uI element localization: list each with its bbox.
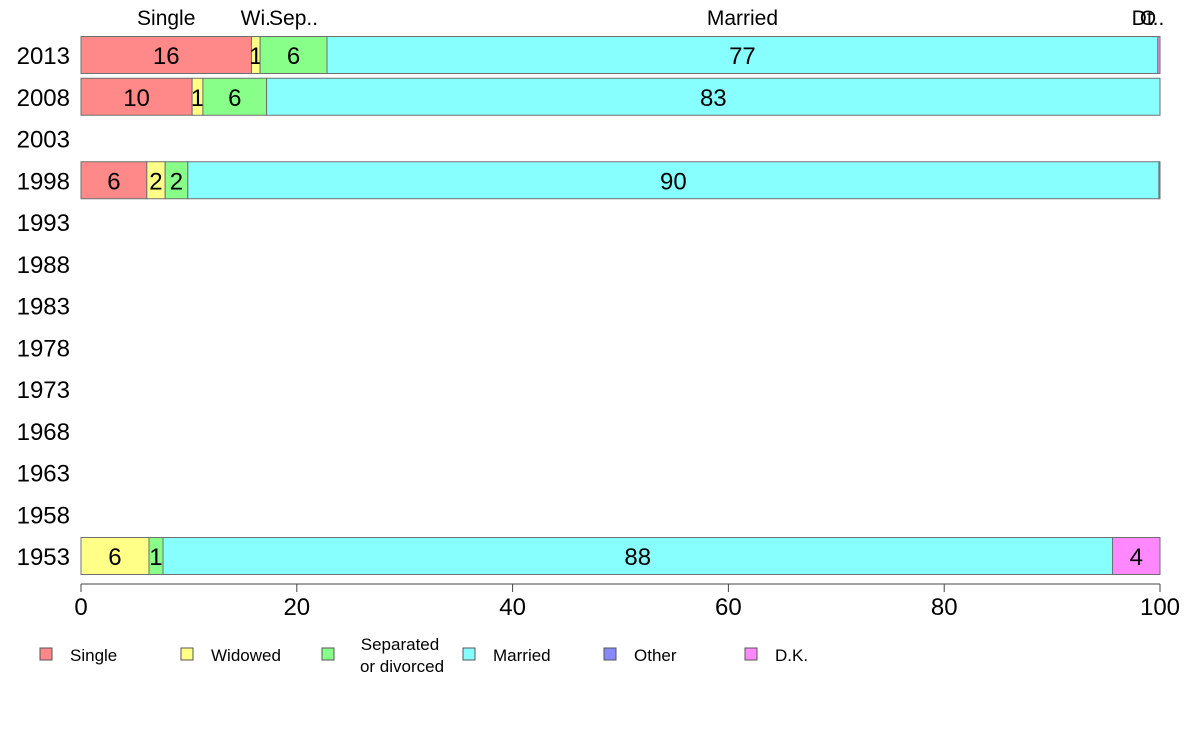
- bar-segment-separated-or-divorced-2013: [259, 36, 328, 74]
- y-tick-label-2008: 2008: [17, 85, 70, 112]
- legend-label-other: Other: [634, 646, 677, 665]
- bar-segment-separated-or-divorced-2008: [202, 77, 268, 116]
- bar-segment-single-1998: [80, 161, 148, 200]
- x-axis: 0 20 40 60 80 100: [74, 583, 1180, 621]
- top-label-separated-or-divorced: Sep..: [269, 7, 318, 30]
- top-label-d-k: Dt..: [1132, 7, 1165, 30]
- bar-data-label-married-2013: 77: [729, 43, 756, 70]
- y-axis-tick-labels: 2013 2008 2003 1998 1993 1988 1983 1978 1973 1968…: [17, 43, 70, 571]
- top-label-widowed: Wi.: [241, 7, 271, 30]
- bar-data-label-married-1953: 88: [624, 544, 651, 571]
- x-tick-label-20: 20: [283, 594, 310, 621]
- bar-data-label-widowed-2008: 1: [191, 85, 204, 112]
- legend-swatch-single: [39, 647, 53, 661]
- y-tick-label-1973: 1973: [17, 377, 70, 404]
- y-tick-label-1963: 1963: [17, 461, 70, 488]
- bar-data-label-widowed-1998: 2: [149, 168, 162, 195]
- legend-label-widowed: Widowed: [211, 646, 281, 665]
- legend-swatch-separated-or-divorced: [321, 647, 335, 661]
- y-tick-label-1993: 1993: [17, 210, 70, 237]
- legend-label-single: Single: [70, 646, 117, 665]
- bar-data-label-d-k-1953: 4: [1130, 544, 1143, 571]
- y-tick-label-1953: 1953: [17, 544, 70, 571]
- bar-data-label-widowed-1953: 6: [108, 544, 121, 571]
- legend-swatch-widowed: [180, 647, 194, 661]
- legend-label-separated-or-divorced-line-1: Separated: [361, 635, 439, 654]
- bar-segment-widowed-1953: [80, 537, 150, 575]
- bar-data-label-single-1998: 6: [107, 168, 120, 195]
- legend-swatch-d-k: [744, 647, 758, 661]
- x-tick-label-0: 0: [74, 594, 87, 621]
- y-tick-label-1968: 1968: [17, 419, 70, 446]
- y-tick-label-1983: 1983: [17, 294, 70, 321]
- x-tick-label-100: 100: [1140, 594, 1180, 621]
- bar-segment-d-k-2013: [1157, 36, 1161, 74]
- bar-data-label-single-2008: 10: [123, 85, 150, 112]
- bar-segment-married-1953: [162, 537, 1114, 575]
- bar-data-label-single-2013: 16: [153, 43, 180, 70]
- top-label-married: Married: [707, 7, 778, 30]
- bar-data-label-widowed-2013: 1: [249, 43, 262, 70]
- bar-segment-d-k-1953: [1112, 537, 1161, 575]
- legend-swatch-married: [462, 647, 476, 661]
- legend-label-d-k: D.K.: [775, 646, 808, 665]
- y-tick-label-2003: 2003: [17, 127, 70, 154]
- bar-segment-married-2008: [266, 77, 1161, 116]
- legend-label-separated-or-divorced-line-2: or divorced: [360, 657, 444, 676]
- bar-segment-d-k-1998: [1158, 161, 1161, 200]
- top-label-other: O: [1140, 7, 1156, 30]
- x-tick-label-80: 80: [931, 594, 958, 621]
- x-tick-label-40: 40: [499, 594, 526, 621]
- top-category-labels: Single Wi.Sep.. Married ODt..: [137, 7, 1164, 30]
- legend: Single Widowed Separated or divorced Married…: [39, 635, 808, 676]
- y-tick-label-1958: 1958: [17, 502, 70, 529]
- legend-label-married: Married: [493, 646, 551, 665]
- y-tick-label-2013: 2013: [17, 43, 70, 70]
- bar-data-label-separated-or-divorced-2008: 6: [228, 85, 241, 112]
- bar-data-label-separated-or-divorced-1953: 1: [149, 544, 162, 571]
- y-tick-label-1998: 1998: [17, 168, 70, 195]
- bar-segment-married-2013: [326, 36, 1159, 74]
- legend-swatch-other: [603, 647, 617, 661]
- bar-data-label-married-1998: 90: [660, 168, 687, 195]
- top-label-single: Single: [137, 7, 195, 30]
- bar-data-label-married-2008: 83: [700, 85, 727, 112]
- y-tick-label-1988: 1988: [17, 252, 70, 279]
- x-tick-label-60: 60: [715, 594, 742, 621]
- bar-segment-married-1998: [187, 161, 1160, 200]
- bar-data-label-separated-or-divorced-1998: 2: [170, 168, 183, 195]
- y-tick-label-1978: 1978: [17, 335, 70, 362]
- bar-data-label-separated-or-divorced-2013: 6: [287, 43, 300, 70]
